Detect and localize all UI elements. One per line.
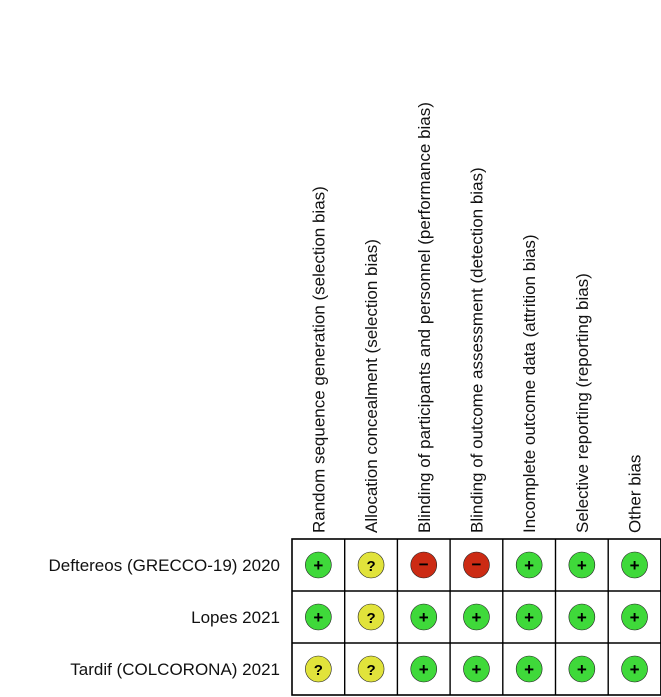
judgement-low-symbol: + xyxy=(313,556,323,575)
judgement-high-symbol: − xyxy=(419,555,429,574)
judgement-low-symbol: + xyxy=(524,660,534,679)
study-label-2: Lopes 2021 xyxy=(191,608,280,627)
judgement-high-cell: − xyxy=(410,551,438,579)
judgement-unclear-symbol: ? xyxy=(366,558,375,575)
judgement-low-cell: + xyxy=(621,655,648,683)
domain-label-4: Blinding of outcome assessment (detectio… xyxy=(467,167,486,533)
judgement-unclear-cell: ? xyxy=(305,655,332,683)
judgement-low-symbol: + xyxy=(630,556,640,575)
judgement-low-marker xyxy=(305,603,332,631)
judgement-low-symbol: + xyxy=(577,608,587,627)
judgement-low-marker xyxy=(621,603,648,631)
judgement-unclear-marker xyxy=(305,655,332,683)
judgement-low-marker xyxy=(410,603,438,631)
domain-label-6: Selective reporting (reporting bias) xyxy=(573,273,592,533)
judgement-low-cell: + xyxy=(568,603,596,631)
judgement-unclear-cell: ? xyxy=(357,551,385,579)
judgement-low-symbol: + xyxy=(524,556,534,575)
judgement-low-cell: + xyxy=(568,655,596,683)
judgement-low-cell: + xyxy=(568,551,596,579)
judgement-low-cell: + xyxy=(305,603,332,631)
judgement-unclear-symbol: ? xyxy=(366,662,375,679)
judgement-unclear-cell: ? xyxy=(357,603,385,631)
judgement-low-symbol: + xyxy=(577,660,587,679)
judgement-low-cell: + xyxy=(305,551,332,579)
domain-label-1: Random sequence generation (selection bi… xyxy=(309,186,328,533)
judgement-low-cell: + xyxy=(515,655,543,683)
judgement-low-marker xyxy=(515,655,543,683)
judgement-low-cell: + xyxy=(515,603,543,631)
domain-label-2: Allocation concealment (selection bias) xyxy=(362,239,381,533)
judgement-low-marker xyxy=(515,603,543,631)
study-label-1: Deftereos (GRECCO-19) 2020 xyxy=(49,556,280,575)
judgement-low-cell: + xyxy=(463,655,490,683)
judgement-low-cell: + xyxy=(463,603,490,631)
judgement-low-marker xyxy=(621,655,648,683)
judgement-low-marker xyxy=(568,655,596,683)
judgement-low-marker xyxy=(305,551,332,579)
domain-label-5: Incomplete outcome data (attrition bias) xyxy=(520,234,539,533)
judgement-low-symbol: + xyxy=(524,608,534,627)
domain-labels: Random sequence generation (selection bi… xyxy=(309,102,644,533)
judgement-low-symbol: + xyxy=(471,660,481,679)
judgement-unclear-marker xyxy=(357,655,385,683)
judgement-low-cell: + xyxy=(410,603,438,631)
judgement-unclear-symbol: ? xyxy=(314,662,323,679)
judgement-low-symbol: + xyxy=(419,608,429,627)
judgement-low-cell: + xyxy=(515,551,543,579)
judgement-low-symbol: + xyxy=(419,660,429,679)
judgement-unclear-marker xyxy=(357,551,385,579)
domain-label-3: Blinding of participants and personnel (… xyxy=(415,102,434,533)
judgement-low-marker xyxy=(463,655,490,683)
domain-label-7: Other bias xyxy=(626,455,645,533)
judgement-low-marker xyxy=(410,655,438,683)
judgement-unclear-marker xyxy=(357,603,385,631)
judgement-high-cell: − xyxy=(463,551,490,579)
judgement-unclear-cell: ? xyxy=(357,655,385,683)
study-label-3: Tardif (COLCORONA) 2021 xyxy=(70,660,280,679)
judgement-high-marker xyxy=(410,551,438,579)
judgement-low-marker xyxy=(515,551,543,579)
judgement-low-symbol: + xyxy=(313,608,323,627)
judgement-cells: +? − − + + + +? + + + + +?? + + + + + xyxy=(305,551,648,683)
judgement-low-marker xyxy=(463,603,490,631)
judgement-high-marker xyxy=(463,551,490,579)
judgement-low-marker xyxy=(568,551,596,579)
judgement-low-cell: + xyxy=(621,603,648,631)
judgement-high-symbol: − xyxy=(471,555,481,574)
judgement-low-symbol: + xyxy=(630,608,640,627)
judgement-low-symbol: + xyxy=(630,660,640,679)
study-labels: Deftereos (GRECCO-19) 2020 Lopes 2021 Tard… xyxy=(49,556,280,679)
judgement-low-marker xyxy=(568,603,596,631)
judgement-low-symbol: + xyxy=(577,556,587,575)
judgement-unclear-symbol: ? xyxy=(366,610,375,627)
judgement-low-marker xyxy=(621,551,648,579)
judgement-low-symbol: + xyxy=(471,608,481,627)
judgement-low-cell: + xyxy=(621,551,648,579)
judgement-low-cell: + xyxy=(410,655,438,683)
